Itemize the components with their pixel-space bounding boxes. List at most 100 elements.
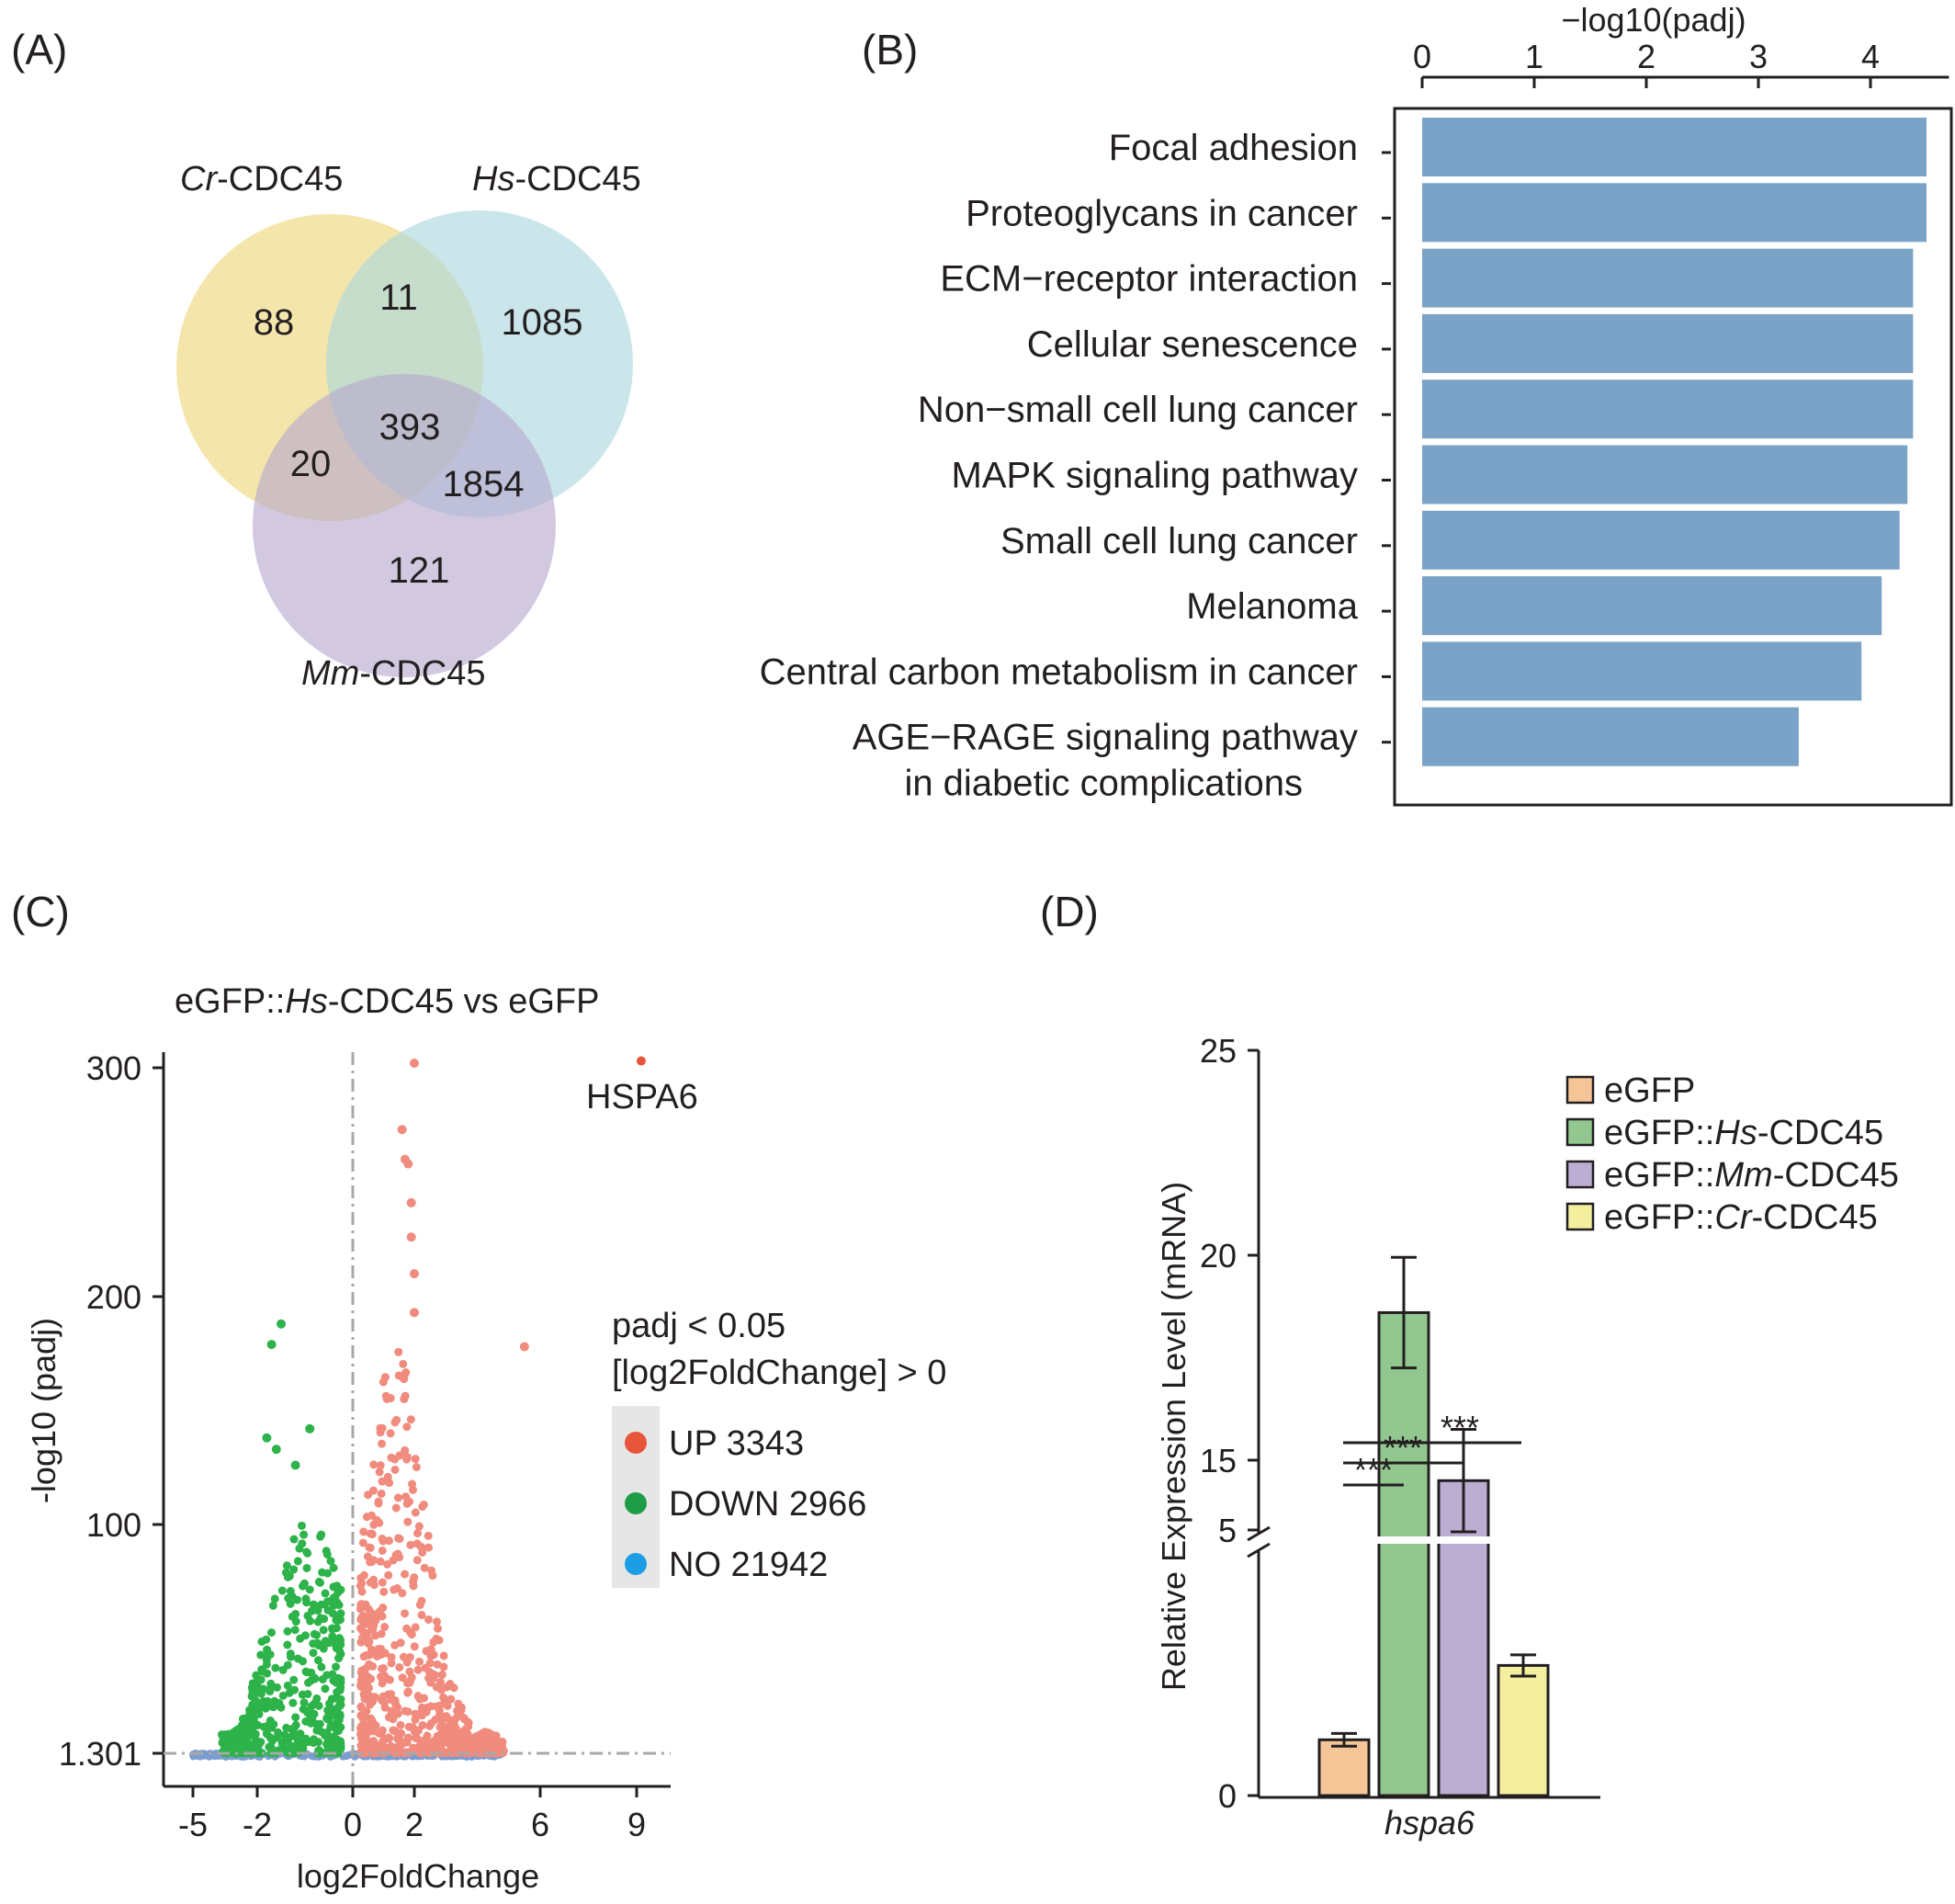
volcano-point-up: [411, 1508, 420, 1517]
volcano-point-up: [413, 1665, 423, 1674]
volcano-point-down: [299, 1581, 308, 1591]
volcano-point-up: [387, 1652, 396, 1661]
kegg-bar: [1422, 445, 1908, 504]
kegg-bar: [1422, 707, 1799, 766]
volcano-point-up: [417, 1596, 426, 1605]
volcano-point-down: [331, 1592, 340, 1602]
volcano-panel: (C) eGFP::Hs-CDC45 vs eGFP -log10 (padj)…: [11, 888, 946, 1895]
volcano-point-down: [293, 1595, 302, 1604]
volcano-point-up: [401, 1706, 410, 1716]
kegg-category-label: Non−small cell lung cancer: [918, 390, 1358, 430]
volcano-point-up: [402, 1624, 412, 1633]
kegg-category-label: Melanoma: [1186, 586, 1359, 627]
volcano-point-up: [377, 1629, 386, 1638]
volcano-point-up: [463, 1729, 472, 1739]
volcano-point-up: [425, 1659, 435, 1668]
volcano-point-down: [273, 1683, 282, 1692]
volcano-point-up: [439, 1662, 448, 1672]
volcano-point-up: [376, 1423, 385, 1433]
volcano-point-up: [391, 1503, 401, 1513]
volcano-point-up: [439, 1651, 448, 1660]
kegg-x-tick-label: 3: [1749, 38, 1768, 75]
volcano-point-down: [289, 1565, 299, 1574]
volcano-point-up: [363, 1628, 372, 1638]
kegg-bar: [1422, 118, 1927, 176]
volcano-point-down: [263, 1651, 272, 1660]
volcano-point-up: [366, 1578, 375, 1587]
volcano-point-up: [376, 1461, 385, 1470]
kegg-category-label: Central carbon metabolism in cancer: [760, 652, 1358, 692]
qpcr-legend-swatch: [1565, 1075, 1595, 1105]
kegg-category-labels: Focal adhesion Proteoglycans in cancer ECM…: [760, 128, 1391, 804]
volcano-point-down: [286, 1649, 295, 1659]
volcano-point-up: [464, 1722, 473, 1731]
volcano-point-down: [322, 1728, 332, 1738]
volcano-point-up: [401, 1445, 410, 1455]
volcano-point-up: [384, 1570, 393, 1580]
volcano-point-down: [309, 1600, 318, 1609]
volcano-point-up: [420, 1563, 429, 1572]
volcano-point-down: [243, 1723, 252, 1732]
qpcr-y-tick-label: 5: [1218, 1512, 1237, 1549]
volcano-point-up: [414, 1522, 424, 1531]
volcano-point-up: [439, 1693, 448, 1702]
volcano-legend-label: DOWN 2966: [669, 1485, 866, 1524]
volcano-point-up: [402, 1455, 412, 1464]
volcano-point-up: [443, 1701, 452, 1710]
volcano-point-up: [411, 1733, 420, 1742]
volcano-point-down: [291, 1720, 300, 1729]
volcano-axes: -5 -2 0 2 6 9 1.301 100 200 300: [59, 1049, 671, 1843]
volcano-point-up: [446, 1728, 455, 1738]
kegg-x-tick-label: 0: [1413, 38, 1431, 75]
volcano-point-up: [446, 1694, 456, 1704]
volcano-point-up: [406, 1232, 416, 1242]
volcano-point-up: [424, 1615, 434, 1624]
volcano-point-up: [368, 1661, 378, 1671]
qpcr-bars: [1317, 1255, 1550, 1797]
volcano-point-down: [286, 1599, 295, 1608]
volcano-point-up: [410, 1059, 419, 1069]
volcano-point-down: [234, 1741, 243, 1751]
volcano-y-tick-label: 100: [86, 1506, 141, 1544]
volcano-point-down: [270, 1594, 279, 1604]
kegg-panel: (B) −log10(padj) 0 1 2 3 4 Focal adhesion Pro…: [760, 1, 1953, 807]
kegg-category-label: Small cell lung cancer: [1000, 521, 1358, 561]
volcano-point-up: [390, 1455, 400, 1464]
volcano-point-up: [399, 1652, 408, 1661]
volcano-y-axis-title: -log10 (padj): [25, 1318, 62, 1503]
volcano-point-down: [299, 1698, 309, 1707]
volcano-point-up: [412, 1556, 422, 1565]
volcano-point-down: [252, 1671, 261, 1680]
volcano-y-tick-label: 300: [86, 1049, 141, 1087]
volcano-point-down: [283, 1626, 292, 1636]
qpcr-axis-break-mark: [1247, 1542, 1271, 1558]
volcano-point-up: [399, 1359, 408, 1368]
qpcr-bar: [1317, 1738, 1371, 1797]
volcano-point-up: [387, 1695, 396, 1705]
venn-label-mm: Mm-CDC45: [301, 654, 486, 693]
volcano-point-down: [289, 1535, 299, 1544]
volcano-point-down: [251, 1729, 260, 1739]
volcano-point-up: [398, 1673, 407, 1683]
volcano-point-down: [271, 1445, 281, 1455]
volcano-point-up: [387, 1659, 396, 1668]
volcano-x-tick-label: 6: [531, 1806, 549, 1843]
volcano-point-up: [410, 1269, 419, 1279]
kegg-category-label: Focal adhesion: [1109, 128, 1358, 168]
volcano-point-up: [401, 1609, 410, 1618]
volcano-point-down: [263, 1669, 272, 1678]
panel-d-label: (D): [1040, 888, 1099, 935]
kegg-x-tick-label: 1: [1525, 38, 1543, 75]
volcano-point-up: [486, 1738, 495, 1747]
volcano-legend: UP 3343 DOWN 2966 NO 21942: [625, 1424, 866, 1584]
volcano-point-down: [328, 1624, 337, 1633]
volcano-point-up: [445, 1716, 454, 1725]
volcano-point-up: [384, 1733, 393, 1742]
volcano-point-up: [357, 1613, 367, 1622]
volcano-point-down: [290, 1460, 300, 1470]
volcano-point-up: [403, 1733, 412, 1742]
kegg-bar: [1422, 313, 1914, 373]
volcano-point-down: [324, 1638, 333, 1648]
volcano-point-up: [364, 1639, 373, 1649]
volcano-point-down: [288, 1698, 298, 1707]
